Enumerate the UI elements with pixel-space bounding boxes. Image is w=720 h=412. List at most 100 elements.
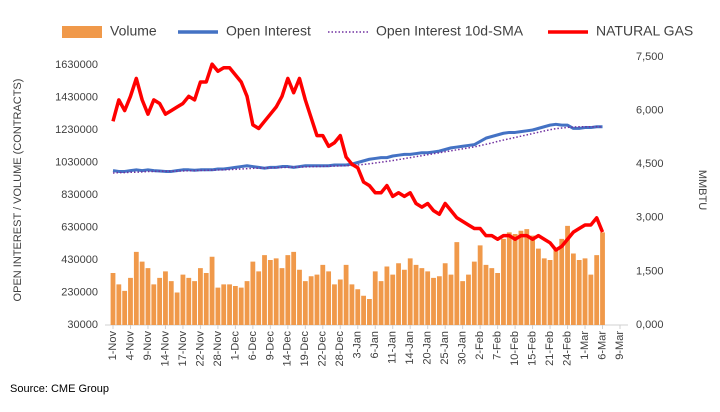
volume-bar bbox=[349, 284, 355, 325]
volume-bar bbox=[355, 289, 361, 325]
x-tick-label: 10-Feb bbox=[509, 331, 521, 366]
x-tick-label: 17-Nov bbox=[177, 331, 189, 367]
volume-bar bbox=[425, 271, 431, 325]
y2-tick-label: 0,000 bbox=[636, 319, 664, 331]
volume-bar bbox=[332, 284, 337, 325]
volume-bar bbox=[384, 266, 390, 325]
oi-line bbox=[112, 126, 603, 174]
volume-bar bbox=[600, 232, 605, 325]
x-tick-label: 1-Mar bbox=[579, 331, 591, 360]
volume-bar bbox=[116, 284, 122, 325]
volume-bar bbox=[192, 281, 197, 325]
volume-bar bbox=[559, 238, 565, 325]
y-tick-label: 1430000 bbox=[55, 91, 98, 103]
volume-bar bbox=[215, 287, 221, 325]
x-tick-label: 3-Jan bbox=[352, 331, 364, 359]
volume-bar bbox=[489, 268, 495, 325]
x-tick-label: 1-Nov bbox=[107, 331, 119, 361]
volume-bar bbox=[588, 274, 594, 325]
volume-bar bbox=[203, 273, 209, 325]
volume-bar bbox=[285, 255, 291, 325]
y-tick-label: 1630000 bbox=[55, 59, 98, 71]
y-tick-label: 430000 bbox=[61, 254, 98, 266]
volume-bar bbox=[221, 284, 227, 325]
volume-bar bbox=[506, 232, 512, 325]
y2-tick-label: 3,000 bbox=[636, 212, 664, 224]
y-axis-title: OPEN INTEREST / VOLUME (CONTRACTS) bbox=[12, 79, 24, 302]
volume-bar bbox=[250, 261, 256, 325]
x-tick-label: 21-Feb bbox=[544, 331, 556, 366]
volume-bar bbox=[180, 274, 186, 325]
volume-bar bbox=[198, 268, 203, 325]
x-tick-label: 11-Jan bbox=[387, 331, 399, 364]
volume-bar bbox=[168, 281, 174, 325]
volume-bar bbox=[343, 264, 349, 325]
x-tick-label: 15-Feb bbox=[526, 331, 538, 366]
x-tick-label: 30-Jan bbox=[457, 331, 469, 365]
volume-bar bbox=[501, 238, 506, 325]
volume-bar bbox=[273, 258, 279, 325]
volume-bar bbox=[530, 235, 535, 325]
y2-tick-label: 6,000 bbox=[636, 105, 664, 117]
volume-bar bbox=[436, 276, 442, 325]
x-tick-label: 22-Dec bbox=[317, 331, 329, 367]
x-tick-label: 19-Dec bbox=[299, 331, 311, 367]
volume-bar bbox=[367, 299, 372, 325]
volume-bar bbox=[209, 256, 215, 325]
volume-bar bbox=[128, 277, 133, 325]
volume-bar bbox=[139, 261, 145, 325]
x-tick-label: 4-Nov bbox=[124, 331, 136, 361]
volume-bar bbox=[122, 290, 128, 325]
legend-label: NATURAL GAS bbox=[596, 23, 693, 39]
x-tick-label: 9-Nov bbox=[142, 331, 154, 361]
volume-bar bbox=[576, 260, 582, 325]
volume-bar bbox=[378, 281, 384, 325]
volume-bar bbox=[314, 274, 320, 325]
x-tick-label: 9-Mar bbox=[614, 331, 626, 360]
legend-label: Volume bbox=[110, 23, 157, 39]
volume-bar bbox=[291, 251, 297, 325]
x-tick-label: 1-Dec bbox=[229, 331, 241, 361]
volume-bar bbox=[238, 287, 244, 325]
legend-swatch bbox=[62, 26, 102, 38]
x-tick-label: 28-Dec bbox=[334, 331, 346, 367]
y-tick-label: 30000 bbox=[67, 319, 98, 331]
volume-bar bbox=[145, 268, 151, 325]
volume-bar bbox=[372, 271, 378, 325]
volume-bar bbox=[594, 255, 600, 325]
volume-bar bbox=[262, 255, 267, 325]
y-tick-label: 1230000 bbox=[55, 124, 98, 136]
volume-bar bbox=[448, 274, 454, 325]
volume-bar bbox=[337, 279, 343, 325]
volume-bar bbox=[320, 264, 326, 325]
volume-bar bbox=[279, 268, 285, 325]
x-tick-label: 9-Dec bbox=[264, 331, 276, 361]
volume-bar bbox=[244, 281, 250, 325]
y2-tick-label: 4,500 bbox=[636, 158, 664, 170]
volume-bar bbox=[186, 277, 192, 325]
volume-bar bbox=[536, 248, 541, 325]
y-tick-label: 630000 bbox=[61, 221, 98, 233]
volume-bar bbox=[419, 268, 425, 325]
volume-bar bbox=[518, 230, 524, 325]
y-tick-label: 230000 bbox=[61, 286, 98, 298]
volume-bar bbox=[565, 225, 570, 325]
volume-bar bbox=[471, 261, 477, 325]
volume-bar bbox=[308, 276, 314, 325]
volume-bar bbox=[396, 263, 401, 325]
volume-bar bbox=[267, 260, 273, 325]
volume-bar bbox=[401, 269, 407, 325]
volume-bar bbox=[390, 274, 396, 325]
volume-bar bbox=[256, 271, 262, 325]
volume-bar bbox=[553, 248, 559, 325]
volume-bar bbox=[570, 253, 576, 325]
volume-bar bbox=[483, 264, 489, 325]
x-tick-label: 14-Dec bbox=[282, 331, 294, 367]
volume-bar bbox=[413, 264, 419, 325]
volume-bar bbox=[547, 260, 553, 325]
volume-bar bbox=[157, 277, 163, 325]
x-tick-label: 20-Jan bbox=[422, 331, 434, 365]
x-tick-label: 24-Feb bbox=[561, 331, 573, 366]
volume-bar bbox=[460, 281, 466, 325]
